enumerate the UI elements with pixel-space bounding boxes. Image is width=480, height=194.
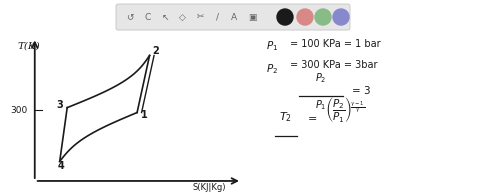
Text: =: =: [308, 114, 317, 124]
Text: 4: 4: [57, 161, 64, 171]
Text: = 300 KPa = 3bar: = 300 KPa = 3bar: [290, 60, 378, 70]
Circle shape: [315, 9, 331, 25]
Text: $P_1$: $P_1$: [266, 39, 278, 53]
Circle shape: [277, 9, 293, 25]
Text: 3: 3: [56, 100, 63, 110]
Circle shape: [333, 9, 349, 25]
Text: ▣: ▣: [248, 13, 256, 22]
Text: ✂: ✂: [196, 13, 204, 22]
Text: 2: 2: [152, 46, 159, 56]
Circle shape: [297, 9, 313, 25]
Text: $P_1$: $P_1$: [315, 98, 327, 112]
Text: = 100 KPa = 1 bar: = 100 KPa = 1 bar: [290, 39, 381, 49]
Text: S(KJ|Kg): S(KJ|Kg): [193, 183, 226, 192]
Text: $T_2$: $T_2$: [279, 110, 292, 124]
Text: A: A: [231, 13, 237, 22]
Text: ◇: ◇: [179, 13, 185, 22]
Text: 1: 1: [141, 110, 147, 120]
Text: T(K): T(K): [17, 41, 40, 50]
Text: ↖: ↖: [161, 13, 169, 22]
Text: 300: 300: [10, 106, 27, 115]
Text: $P_2$: $P_2$: [266, 62, 278, 76]
Text: C: C: [145, 13, 151, 22]
Text: $P_2$: $P_2$: [315, 71, 327, 85]
Text: /: /: [216, 13, 218, 22]
Text: = 3: = 3: [352, 86, 371, 96]
FancyBboxPatch shape: [116, 4, 350, 30]
Text: ↺: ↺: [126, 13, 134, 22]
Text: $\left(\dfrac{P_2}{P_1}\right)^{\!\frac{\gamma-1}{\gamma}}$: $\left(\dfrac{P_2}{P_1}\right)^{\!\frac{…: [325, 95, 366, 124]
